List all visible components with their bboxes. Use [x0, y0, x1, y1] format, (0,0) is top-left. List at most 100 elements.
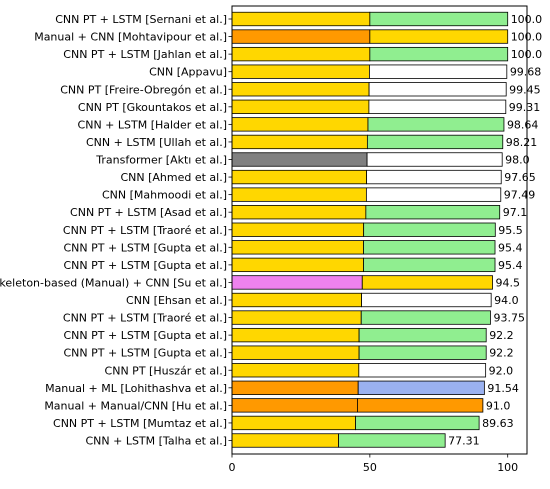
value-label: 98.64: [507, 118, 539, 131]
bar-segment-2: [358, 345, 487, 360]
bar-segment-1: [231, 310, 362, 325]
category-label: CNN PT + LSTM [Sernani et al.]: [55, 13, 227, 26]
bar-segment-1: [231, 134, 368, 150]
bar-segment-2: [363, 222, 496, 237]
value-label: 97.49: [504, 189, 536, 202]
value-label: 92.2: [489, 329, 514, 342]
value-label: 98.21: [506, 136, 537, 149]
bar-segment-2: [365, 205, 501, 220]
value-label: 92.2: [489, 347, 514, 360]
bar-segment-2: [369, 11, 509, 27]
bar-segment-2: [366, 152, 503, 167]
value-labels: 100.0 100.0 100.0 99.68 99.45 99.31 98.64 98.21…: [448, 13, 542, 448]
value-label: 97.1: [503, 206, 527, 219]
bar-segment-2: [368, 82, 507, 97]
category-label: CNN [Ehsan et al.]: [126, 294, 227, 307]
bar-segment-2: [366, 169, 502, 185]
bar-segment-1: [231, 82, 370, 97]
bar-segment-1: [231, 169, 368, 185]
bar-segment-1: [231, 64, 370, 79]
category-labels: CNN PT + LSTM [Sernani et al.] Manual + C…: [0, 13, 232, 448]
bar-segment-2: [358, 363, 487, 378]
value-label: 100.0: [511, 31, 543, 44]
value-label: 95.4: [498, 259, 523, 272]
bar-segment-2: [363, 257, 496, 273]
category-label: CNN [Appavu]: [149, 66, 227, 79]
bar-segment-2: [368, 99, 507, 114]
category-label: CNN PT + LSTM [Asad et al.]: [70, 206, 227, 219]
bar-segment-2: [366, 134, 504, 150]
x-axis: 0 50 100: [229, 454, 518, 474]
plot-frame: [231, 5, 528, 455]
category-label: Manual + Manual/CNN [Hu et al.]: [44, 399, 227, 412]
bar-segment-1: [231, 117, 369, 132]
bar-segment-2: [357, 398, 484, 413]
x-tick-label: 100: [497, 461, 518, 474]
bar-segment-1: [231, 257, 364, 273]
bar-segment-1: [231, 327, 360, 343]
category-label: CNN PT + LSTM [Traoré et al.]: [63, 224, 227, 237]
value-label: 94.0: [494, 294, 519, 307]
bar-segment-2: [355, 415, 480, 431]
x-tick-label: 0: [229, 461, 236, 474]
value-label: 91.0: [486, 399, 511, 412]
bar-segment-2: [361, 292, 492, 308]
category-label: Transformer [Aktı et al.]: [95, 154, 227, 167]
bar-segment-2: [358, 327, 487, 343]
category-label: CNN PT [Gkountakos et al.]: [78, 101, 227, 114]
bars-layer: [231, 11, 509, 448]
bar-segment-1: [231, 398, 358, 413]
value-label: 77.31: [448, 435, 480, 448]
category-label: CNN + LSTM [Talha et al.]: [85, 435, 227, 448]
bar-segment-1: [231, 187, 367, 202]
value-label: 91.54: [487, 382, 519, 395]
category-label: Skeleton-based (Manual) + CNN [Su et al.…: [0, 276, 227, 289]
bar-segment-2: [369, 29, 509, 44]
category-label: CNN PT [Freire-Obregón et al.]: [60, 83, 227, 96]
bar-segment-2: [361, 275, 493, 290]
category-label: CNN [Ahmed et al.]: [120, 171, 227, 184]
bar-segment-1: [231, 292, 362, 308]
category-label: CNN PT + LSTM [Mumtaz et al.]: [53, 417, 227, 430]
category-label: CNN PT + LSTM [Traoré et al.]: [63, 312, 227, 325]
bar-segment-1: [231, 433, 339, 448]
bar-segment-1: [231, 380, 359, 395]
value-label: 89.63: [482, 417, 513, 430]
bar-segment-1: [231, 205, 367, 220]
category-label: CNN PT [Huszár et al.]: [105, 364, 227, 377]
category-label: CNN [Mahmoodi et al.]: [102, 189, 227, 202]
value-label: 97.65: [504, 171, 535, 184]
category-label: Manual + ML [Lohithashva et al.]: [45, 382, 227, 395]
value-label: 100.0: [511, 13, 543, 26]
bar-segment-1: [231, 275, 363, 290]
value-label: 99.45: [509, 83, 541, 96]
bar-segment-1: [231, 240, 364, 255]
bar-segment-2: [369, 64, 508, 79]
value-label: 100.0: [511, 48, 543, 61]
bar-segment-1: [231, 345, 360, 360]
bar-segment-2: [357, 380, 485, 395]
bar-segment-1: [231, 99, 370, 114]
x-tick-label: 50: [363, 461, 377, 474]
bar-segment-1: [231, 46, 371, 62]
category-label: CNN + LSTM [Ullah et al.]: [86, 136, 227, 149]
category-label: Manual + CNN [Mohtavipour et al.]: [34, 31, 227, 44]
bar-segment-1: [231, 415, 356, 431]
bar-segment-1: [231, 363, 360, 378]
category-label: CNN PT + LSTM [Gupta et al.]: [64, 347, 228, 360]
category-label: CNN + LSTM [Halder et al.]: [78, 118, 227, 131]
bar-segment-2: [360, 310, 491, 325]
bar-segment-1: [231, 29, 371, 44]
bar-segment-2: [369, 46, 509, 62]
bar-segment-2: [363, 240, 496, 255]
category-label: CNN PT + LSTM [Gupta et al.]: [64, 259, 228, 272]
value-label: 94.5: [496, 276, 520, 289]
value-label: 92.0: [489, 364, 514, 377]
bar-segment-1: [231, 222, 365, 237]
bar-segment-2: [338, 433, 446, 448]
bar-segment-2: [367, 117, 505, 132]
bar-segment-1: [231, 152, 368, 167]
bar-segment-2: [365, 187, 502, 202]
category-label: CNN PT + LSTM [Gupta et al.]: [64, 329, 228, 342]
